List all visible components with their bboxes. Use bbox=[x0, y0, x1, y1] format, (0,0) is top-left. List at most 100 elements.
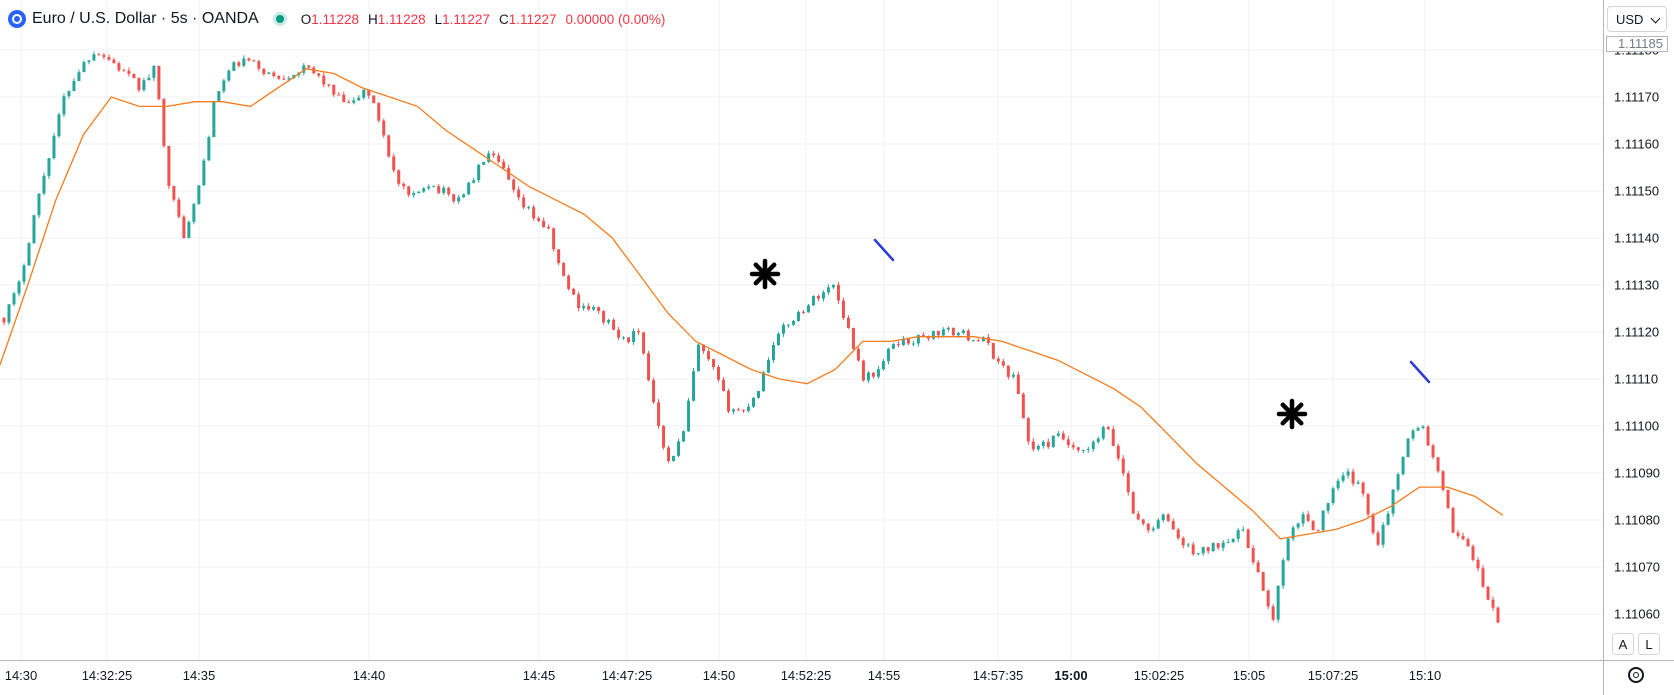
asterisk-marker[interactable] bbox=[1276, 398, 1308, 430]
candle-body bbox=[52, 136, 56, 159]
candle-body bbox=[1491, 599, 1495, 608]
candle-body bbox=[1126, 473, 1130, 493]
time-tick-label: 15:05 bbox=[1233, 668, 1266, 683]
currency-label: USD bbox=[1616, 11, 1644, 27]
candle-body bbox=[572, 288, 576, 295]
candle-body bbox=[1001, 361, 1005, 366]
candle-body bbox=[1216, 543, 1220, 548]
candle-body bbox=[1286, 538, 1290, 561]
candle-body bbox=[861, 360, 865, 381]
candle-body bbox=[1306, 514, 1310, 521]
asterisk-marker[interactable] bbox=[749, 258, 781, 290]
candle-body bbox=[1426, 426, 1430, 446]
candle-body bbox=[971, 340, 975, 342]
time-tick-label: 14:35 bbox=[183, 668, 216, 683]
candle-body bbox=[177, 199, 181, 217]
candle-body bbox=[1401, 457, 1405, 475]
price-tick-label: 1.11120 bbox=[1614, 325, 1659, 340]
price-tick-label: 1.11090 bbox=[1614, 466, 1660, 481]
candles-layer bbox=[2, 51, 1500, 623]
candle-body bbox=[1016, 374, 1020, 394]
candle-body bbox=[851, 328, 855, 349]
candle-body bbox=[946, 327, 950, 330]
candle-body bbox=[457, 197, 461, 202]
trend-line-drawing[interactable] bbox=[1409, 360, 1431, 384]
time-tick-label: 14:40 bbox=[353, 668, 386, 683]
candle-body bbox=[437, 186, 441, 193]
candle-body bbox=[961, 330, 965, 334]
candle-body bbox=[87, 60, 91, 62]
candle-body bbox=[871, 372, 875, 377]
candle-body bbox=[197, 185, 201, 205]
candle-body bbox=[1471, 546, 1475, 560]
candle-body bbox=[532, 207, 536, 219]
candle-body bbox=[262, 68, 266, 74]
candle-body bbox=[702, 344, 706, 352]
auto-scale-button[interactable]: A bbox=[1612, 633, 1634, 655]
candle-body bbox=[831, 284, 835, 288]
candle-body bbox=[1046, 441, 1050, 447]
candle-body bbox=[407, 186, 411, 196]
candle-body bbox=[1421, 426, 1425, 429]
candle-body bbox=[791, 320, 795, 325]
candle-body bbox=[1176, 529, 1180, 539]
time-tick-label: 14:50 bbox=[703, 668, 736, 683]
candle-body bbox=[1466, 539, 1470, 547]
candle-body bbox=[1431, 445, 1435, 458]
gear-icon[interactable] bbox=[1628, 667, 1644, 683]
candle-body bbox=[627, 337, 631, 343]
candle-body bbox=[477, 164, 481, 181]
candle-body bbox=[941, 329, 945, 336]
candle-body bbox=[602, 311, 606, 323]
candle-body bbox=[916, 335, 920, 344]
candle-body bbox=[37, 193, 41, 216]
time-tick-label: 14:55 bbox=[868, 668, 901, 683]
symbol-title[interactable]: Euro / U.S. Dollar · 5s · OANDA bbox=[32, 10, 259, 27]
candle-body bbox=[722, 379, 726, 391]
candle-body bbox=[1011, 374, 1015, 377]
candle-body bbox=[1271, 606, 1275, 620]
candle-body bbox=[117, 63, 121, 71]
candle-body bbox=[547, 227, 551, 229]
candle-body bbox=[1021, 393, 1025, 419]
candle-body bbox=[577, 294, 581, 309]
candle-body bbox=[82, 61, 86, 73]
chart-grid bbox=[0, 0, 1603, 660]
candle-body bbox=[1486, 586, 1490, 600]
candle-body bbox=[307, 65, 311, 68]
candle-body bbox=[1071, 445, 1075, 448]
ohlc-close: C1.11227 bbox=[498, 11, 557, 27]
candle-body bbox=[1146, 523, 1150, 531]
candle-body bbox=[1281, 560, 1285, 586]
candle-body bbox=[1026, 418, 1030, 442]
candle-body bbox=[747, 406, 751, 411]
symbol-legend[interactable]: Euro / U.S. Dollar · 5s · OANDA O1.11228… bbox=[8, 8, 665, 30]
candle-body bbox=[472, 180, 476, 183]
time-axis-labels: 14:30 14:32:25 14:35 14:40 14:45 14:47:25 14:5… bbox=[5, 668, 1442, 683]
candle-body bbox=[687, 400, 691, 432]
candle-body bbox=[1261, 572, 1265, 591]
trend-line-drawing[interactable] bbox=[873, 238, 895, 262]
candle-body bbox=[12, 293, 16, 305]
candle-body bbox=[1246, 529, 1250, 549]
candle-body bbox=[77, 72, 81, 82]
candle-body bbox=[1211, 543, 1215, 552]
candle-body bbox=[1006, 365, 1010, 377]
candle-body bbox=[327, 84, 331, 86]
log-scale-button[interactable]: L bbox=[1638, 633, 1660, 655]
currency-dropdown[interactable]: USD bbox=[1607, 6, 1667, 32]
candle-body bbox=[1091, 441, 1095, 449]
candle-body bbox=[27, 243, 31, 266]
candle-body bbox=[1066, 439, 1070, 446]
candle-body bbox=[886, 348, 890, 362]
candle-body bbox=[267, 72, 271, 74]
candle-body bbox=[522, 197, 526, 208]
candle-body bbox=[936, 330, 940, 336]
moving-average-line bbox=[0, 68, 1504, 540]
candle-body bbox=[1291, 527, 1295, 539]
candle-body bbox=[1226, 542, 1230, 544]
candle-body bbox=[252, 60, 256, 62]
time-tick-label: 14:30 bbox=[5, 668, 38, 683]
candle-body bbox=[911, 343, 915, 345]
